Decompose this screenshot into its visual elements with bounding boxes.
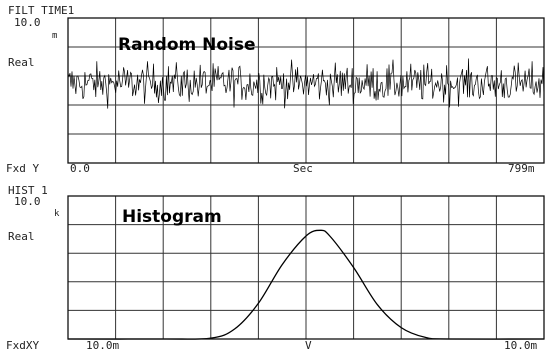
bottom-ytop-unit: k	[54, 209, 60, 219]
bottom-ytop-value: 10.0	[14, 195, 41, 208]
top-xlabel: Sec	[293, 162, 313, 175]
bottom-ylabel: Real	[8, 230, 35, 243]
noise-panel: Random Noise	[67, 17, 545, 164]
histogram-title: Histogram	[122, 207, 222, 227]
bottom-xright: 10.0m	[504, 339, 537, 352]
noise-trace	[67, 58, 545, 109]
top-xleft: 0.0	[70, 162, 90, 175]
histogram-curve	[67, 229, 545, 340]
bottom-xlabel: V	[305, 339, 312, 352]
bottom-header: HIST 1	[8, 184, 48, 197]
histogram-panel: Histogram	[67, 195, 545, 340]
top-ytop-value: 10.0	[14, 16, 41, 29]
noise-frame	[67, 17, 545, 164]
top-ytop-unit: m	[52, 31, 57, 41]
histogram-frame	[67, 195, 545, 340]
histogram-grid	[68, 196, 544, 339]
noise-title: Random Noise	[118, 35, 256, 55]
top-header: FILT TIME1	[8, 4, 74, 17]
top-scale-mode: Fxd Y	[6, 162, 39, 175]
bottom-scale-mode: FxdXY	[6, 339, 39, 352]
bottom-xleft: 10.0m	[86, 339, 119, 352]
top-xright: 799m	[508, 162, 535, 175]
top-ylabel: Real	[8, 56, 35, 69]
